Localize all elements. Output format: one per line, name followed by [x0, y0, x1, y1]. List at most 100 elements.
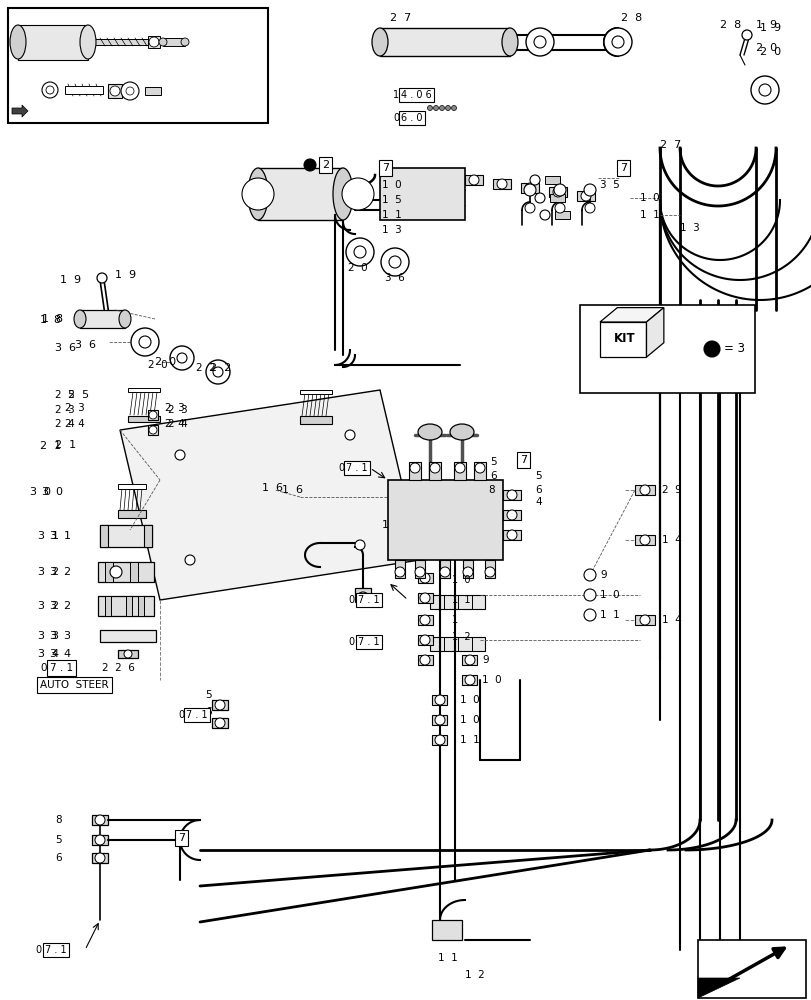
- Ellipse shape: [119, 310, 131, 328]
- Bar: [118, 650, 138, 658]
- Text: 5: 5: [489, 457, 496, 467]
- Bar: [634, 615, 654, 625]
- Circle shape: [121, 82, 139, 100]
- Circle shape: [583, 609, 595, 621]
- Text: 0: 0: [178, 710, 184, 720]
- Bar: [502, 490, 521, 500]
- Bar: [98, 562, 154, 582]
- Circle shape: [435, 735, 444, 745]
- Text: 3  2: 3 2: [38, 601, 59, 611]
- Text: 6: 6: [489, 471, 496, 481]
- Circle shape: [97, 273, 107, 283]
- Text: 1  6: 1 6: [281, 485, 303, 495]
- Text: 1  3: 1 3: [381, 225, 401, 235]
- Bar: [92, 815, 108, 825]
- Circle shape: [639, 535, 649, 545]
- Bar: [88, 39, 148, 45]
- Text: 3  4: 3 4: [38, 649, 59, 659]
- Bar: [431, 715, 446, 725]
- Bar: [163, 38, 185, 46]
- Circle shape: [215, 718, 225, 728]
- Text: 1  0: 1 0: [599, 590, 619, 600]
- Circle shape: [583, 589, 595, 601]
- Text: 1  1: 1 1: [639, 210, 659, 220]
- Circle shape: [354, 540, 365, 550]
- Text: 1  1: 1 1: [452, 595, 470, 605]
- Circle shape: [506, 530, 517, 540]
- Text: AUTO  STEER: AUTO STEER: [40, 680, 109, 690]
- Bar: [579, 305, 754, 393]
- Text: 2  0: 2 0: [155, 357, 176, 367]
- Text: 1  3: 1 3: [679, 223, 699, 233]
- Bar: [212, 700, 228, 710]
- Bar: [148, 36, 160, 48]
- Bar: [92, 835, 108, 845]
- Polygon shape: [12, 105, 28, 117]
- Polygon shape: [599, 308, 663, 322]
- Text: 2  3: 2 3: [55, 405, 75, 415]
- Bar: [418, 593, 432, 603]
- Text: 1: 1: [381, 520, 388, 530]
- Text: 2  0: 2 0: [348, 263, 367, 273]
- Circle shape: [148, 411, 157, 419]
- Circle shape: [530, 175, 539, 185]
- Text: 0: 0: [348, 637, 354, 647]
- Text: 1  4: 1 4: [661, 535, 681, 545]
- Bar: [100, 630, 156, 642]
- Ellipse shape: [159, 38, 167, 46]
- Circle shape: [639, 485, 649, 495]
- Circle shape: [303, 159, 315, 171]
- Bar: [440, 560, 449, 578]
- Text: 1: 1: [393, 90, 399, 100]
- Text: 6: 6: [534, 485, 541, 495]
- Bar: [148, 410, 158, 420]
- Circle shape: [583, 569, 595, 581]
- Bar: [492, 179, 510, 189]
- Circle shape: [430, 463, 440, 473]
- Text: 2  4: 2 4: [165, 419, 185, 429]
- Text: 1  4: 1 4: [661, 615, 681, 625]
- Text: 2  3: 2 3: [168, 405, 187, 415]
- Text: 1  1: 1 1: [599, 610, 619, 620]
- Text: 1  0: 1 0: [460, 695, 479, 705]
- Bar: [453, 462, 466, 480]
- Bar: [118, 510, 146, 518]
- Bar: [634, 535, 654, 545]
- Circle shape: [419, 635, 430, 645]
- Circle shape: [131, 328, 159, 356]
- Text: 4 . 0 6: 4 . 0 6: [401, 90, 431, 100]
- Circle shape: [357, 592, 368, 604]
- Bar: [418, 655, 432, 665]
- Ellipse shape: [603, 28, 631, 56]
- Circle shape: [95, 835, 105, 845]
- Circle shape: [435, 695, 444, 705]
- Text: 3  6: 3 6: [384, 273, 404, 283]
- Circle shape: [581, 191, 590, 201]
- Circle shape: [380, 248, 409, 276]
- Text: 3  4: 3 4: [50, 649, 71, 659]
- Text: 8: 8: [55, 815, 62, 825]
- Text: 6: 6: [204, 707, 212, 717]
- Circle shape: [95, 815, 105, 825]
- Bar: [65, 86, 103, 94]
- Circle shape: [583, 184, 595, 196]
- Circle shape: [109, 566, 122, 578]
- Circle shape: [440, 567, 449, 577]
- Text: 2  2  6: 2 2 6: [102, 663, 135, 673]
- Text: 1: 1: [452, 615, 457, 625]
- Text: 0: 0: [337, 463, 344, 473]
- Bar: [548, 187, 566, 197]
- Bar: [8, 8, 268, 123]
- Text: 1  9: 1 9: [115, 270, 136, 280]
- Text: 2  5: 2 5: [55, 390, 75, 400]
- Text: 6: 6: [55, 853, 62, 863]
- Ellipse shape: [371, 28, 388, 56]
- Text: 6 . 0: 6 . 0: [401, 113, 422, 123]
- Circle shape: [433, 106, 438, 111]
- Bar: [100, 525, 108, 547]
- Text: KIT: KIT: [613, 332, 635, 345]
- Bar: [380, 28, 509, 56]
- Circle shape: [703, 341, 719, 357]
- Text: 7 . 1: 7 . 1: [45, 945, 67, 955]
- Text: 2  3: 2 3: [65, 403, 84, 413]
